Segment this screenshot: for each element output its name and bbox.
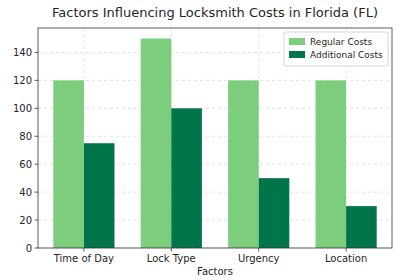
y-tick xyxy=(35,80,39,81)
x-tick-label: Time of Day xyxy=(53,253,114,264)
bar xyxy=(171,108,202,248)
x-tick-label: Location xyxy=(325,253,367,264)
bar xyxy=(53,80,84,248)
y-tick-label: 40 xyxy=(19,187,32,198)
bar xyxy=(141,38,172,248)
bar xyxy=(259,178,290,248)
grid xyxy=(38,28,392,248)
y-tick xyxy=(35,52,39,53)
x-tick-label: Urgency xyxy=(238,253,280,264)
y-tick-label: 120 xyxy=(13,75,32,86)
x-tick xyxy=(83,248,84,252)
chart: Factors Influencing Locksmith Costs in F… xyxy=(0,0,400,280)
bar xyxy=(84,143,115,248)
bar xyxy=(346,206,377,248)
y-tick-label: 140 xyxy=(13,47,32,58)
y-tick-label: 0 xyxy=(26,243,32,254)
legend: Regular Costs Additional Costs xyxy=(284,32,388,66)
bar xyxy=(228,80,259,248)
y-tick xyxy=(35,108,39,109)
x-tick-label: Lock Type xyxy=(147,253,196,264)
title: Factors Influencing Locksmith Costs in F… xyxy=(52,5,378,20)
legend-swatch xyxy=(289,51,305,58)
y-tick xyxy=(35,220,39,221)
y-tick xyxy=(35,248,39,249)
y-tick xyxy=(35,136,39,137)
bar xyxy=(316,80,347,248)
plot-frame xyxy=(38,28,392,248)
legend-label: Regular Costs xyxy=(310,37,372,47)
legend-swatch xyxy=(289,38,305,45)
x-tick xyxy=(346,248,347,252)
x-tick xyxy=(258,248,259,252)
y-tick-label: 100 xyxy=(13,103,32,114)
x-tick xyxy=(171,248,172,252)
y-tick xyxy=(35,192,39,193)
y-tick-label: 80 xyxy=(19,131,32,142)
y-tick-label: 20 xyxy=(19,215,32,226)
y-tick-label: 60 xyxy=(19,159,32,170)
legend-box xyxy=(284,32,388,66)
x-axis-label: Factors xyxy=(197,266,233,277)
legend-label: Additional Costs xyxy=(310,50,383,60)
y-tick xyxy=(35,164,39,165)
bars xyxy=(53,38,376,248)
